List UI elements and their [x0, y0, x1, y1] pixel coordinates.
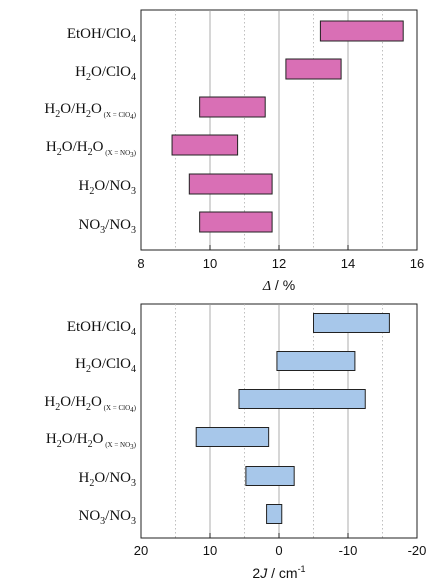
bar [199, 96, 266, 118]
x-tick-label: 8 [137, 256, 144, 271]
category-label-h2o-clo4: H2O/ClO4 [75, 356, 136, 375]
x-tick-label: 14 [341, 256, 355, 271]
category-label-h2o-h2o-x-no3: H2O/H2O (X = NO3) [46, 139, 137, 159]
bar [199, 211, 273, 233]
x-axis-label-2j: 2J / cm-1 [252, 564, 305, 581]
bar [319, 20, 404, 42]
category-label-no3-no3: NO3/NO3 [78, 217, 136, 236]
bar [195, 427, 270, 447]
grid-lines [175, 10, 383, 250]
bar [266, 504, 283, 524]
x-tick-label: 10 [203, 543, 217, 558]
category-label-no3-no3: NO3/NO3 [78, 508, 136, 527]
chart-2j-cm: 20 10 0 -10 -20 EtOH/ClO4 H2O/ClO4 H2O/H2O (… [44, 303, 427, 581]
bar-series [171, 20, 404, 233]
bar [171, 134, 239, 156]
category-label-etoh-clo4: EtOH/ClO4 [67, 319, 136, 338]
grid-lines [175, 304, 383, 538]
category-label-h2o-h2o-x-no3: H2O/H2O (X = NO3) [46, 431, 137, 451]
x-tick-label: 20 [134, 543, 148, 558]
bar [245, 466, 295, 486]
x-tick-label: 0 [275, 543, 282, 558]
category-label-etoh-clo4: EtOH/ClO4 [67, 26, 136, 45]
category-label-h2o-h2o-x-clo4: H2O/H2O (X = ClO4) [44, 101, 136, 121]
category-label-h2o-h2o-x-clo4: H2O/H2O (X = ClO4) [44, 394, 136, 414]
bar [313, 313, 390, 333]
x-tick-label: 10 [203, 256, 217, 271]
category-label-h2o-no3: H2O/NO3 [78, 470, 136, 489]
category-label-h2o-no3: H2O/NO3 [78, 178, 136, 197]
x-axis-label-delta: Δ / % [262, 277, 295, 294]
x-tick-label: -20 [408, 543, 427, 558]
x-tick-label: 16 [410, 256, 424, 271]
bar [276, 351, 356, 371]
x-tick-label: -10 [339, 543, 358, 558]
bar [238, 389, 366, 409]
bar [285, 58, 342, 80]
bar-series [195, 313, 390, 524]
bar [188, 173, 273, 195]
x-axis-ticks: 8 10 12 14 16 [137, 245, 424, 271]
category-label-h2o-clo4: H2O/ClO4 [75, 64, 136, 83]
chart-delta-percent: 8 10 12 14 16 EtOH/ClO4 H2O/ClO4 H2O/H2O (X … [44, 9, 424, 294]
x-axis-ticks: 20 10 0 -10 -20 [134, 533, 427, 558]
x-tick-label: 12 [272, 256, 286, 271]
